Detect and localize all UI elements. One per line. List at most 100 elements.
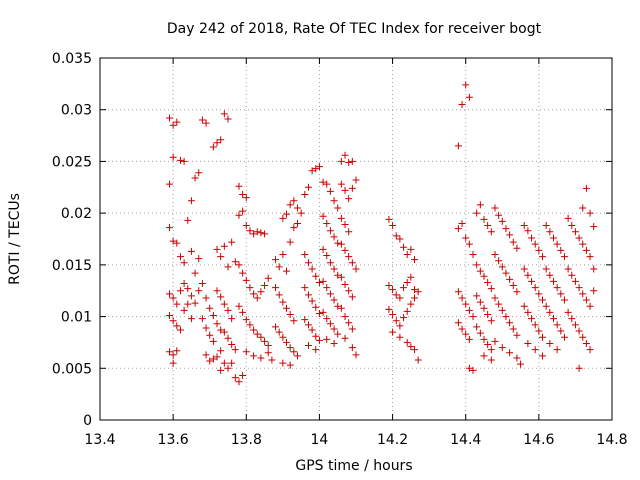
data-point [491,251,499,259]
data-point [235,211,243,219]
data-point [407,300,415,308]
data-point [553,284,561,292]
data-point [546,339,554,347]
data-point [293,352,301,360]
data-point [191,174,199,182]
axes [99,57,613,421]
data-point [330,325,338,333]
data-point [283,210,291,218]
data-point [330,233,338,241]
x-tick-label: 14 [311,432,329,448]
data-point [531,321,539,329]
data-point [224,306,232,314]
data-point [520,302,528,310]
data-point [272,284,280,292]
data-point [341,281,349,289]
data-point [220,359,228,367]
data-point [315,309,323,317]
data-point [275,291,283,299]
data-point [484,278,492,286]
data-point [458,101,466,109]
data-point [403,338,411,346]
data-point [491,204,499,212]
data-point [169,294,177,302]
plot-frame [99,57,613,421]
data-point [407,245,415,253]
data-point [557,246,565,254]
data-point [582,246,590,254]
y-tick-label: 0.015 [52,258,92,274]
data-point [337,273,345,281]
data-point [301,251,309,259]
data-point [239,207,247,215]
data-point [202,294,210,302]
data-point [220,110,228,118]
data-point [304,259,312,267]
data-point [411,256,419,264]
data-point [473,292,481,300]
data-point [560,253,568,261]
data-point [195,287,203,295]
data-point [590,265,598,273]
data-point [535,246,543,254]
data-point [195,169,203,177]
data-point [330,296,338,304]
data-point [198,116,206,124]
data-point [341,313,349,321]
data-point [575,364,583,372]
data-point [535,327,543,335]
data-point [502,313,510,321]
data-point [345,195,353,203]
data-point [469,251,477,259]
data-point [250,230,258,238]
data-point [476,329,484,337]
y-tick-label: 0.03 [61,103,92,119]
data-point [246,321,254,329]
data-point [319,277,327,285]
data-point [411,286,419,294]
data-point [341,221,349,229]
data-point [480,215,488,223]
data-point [173,322,181,330]
data-point [392,232,400,240]
data-point [304,321,312,329]
data-point [286,344,294,352]
data-point [590,287,598,295]
data-point [235,378,243,386]
data-point [396,333,404,341]
data-point [487,346,495,354]
data-point [279,298,287,306]
data-point [279,359,287,367]
data-point [184,285,192,293]
data-point [531,240,539,248]
data-point [389,311,397,319]
data-point [217,326,225,334]
data-point [487,356,495,364]
data-point [341,334,349,342]
data-point [213,353,221,361]
data-point [239,191,247,199]
data-point [348,293,356,301]
data-point [220,300,228,308]
data-point [165,114,173,122]
data-point [389,328,397,336]
data-point [553,321,561,329]
data-point [458,294,466,302]
data-point [334,204,342,212]
data-point [326,290,334,298]
data-point [180,259,188,267]
data-point [509,282,517,290]
data-point [279,214,287,222]
data-point [220,242,228,250]
data-point [176,253,184,261]
data-point [586,253,594,261]
data-point [261,337,269,345]
data-point [217,366,225,374]
data-point [528,234,536,242]
data-point [209,355,217,363]
data-point [176,156,184,164]
data-point [582,339,590,347]
data-point [524,227,532,235]
data-point [202,119,210,127]
data-point [286,311,294,319]
